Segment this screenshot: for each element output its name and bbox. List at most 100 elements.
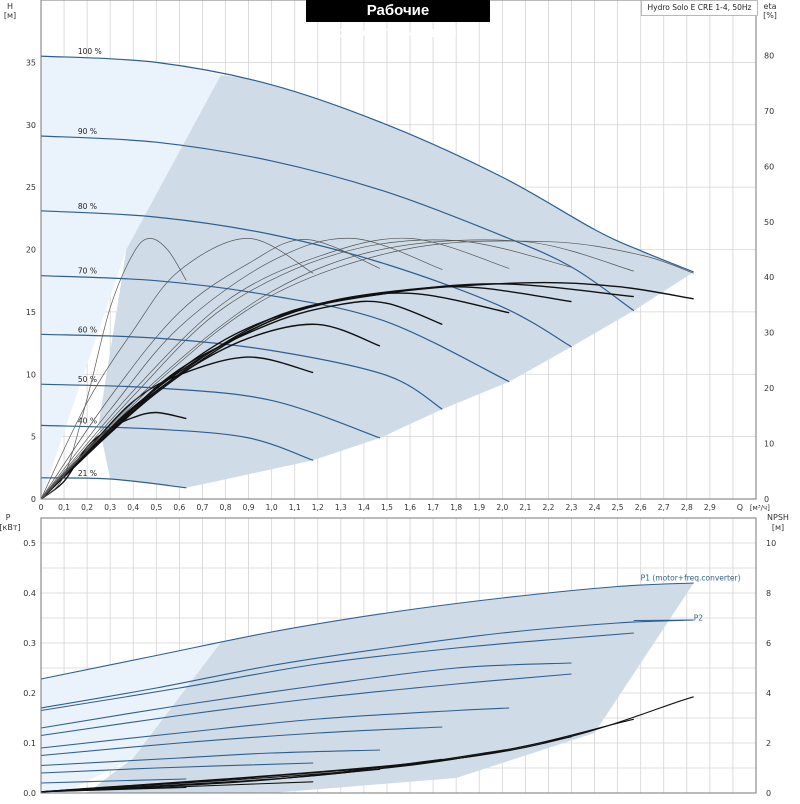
y2-tick-label: 20 [764,384,774,393]
npsh-curves [40,696,694,793]
y2-tick-label: 60 [764,162,774,171]
speed-label: 60 % [78,325,97,334]
x-tick-label: 2,7 [658,503,670,512]
y-tick-label: 35 [26,58,36,67]
chart-title: Рабочие характеристики [306,0,490,41]
y2-tick-label: 30 [764,329,774,338]
speed-label: 50 % [78,375,97,384]
x-tick-label: 0 [39,503,44,512]
y-tick-label: 0.5 [23,539,36,548]
power-curve [40,749,381,767]
x-axis-unit: [м³/ч] [750,504,770,512]
efficiency-curve [40,238,314,500]
p1-label: P1 (motor+freq.converter) [641,574,741,583]
y-tick-label: 0.0 [23,789,36,798]
x-tick-label: 0,9 [243,503,255,512]
efficiency-curve [40,240,694,500]
power-curve [40,726,443,757]
x-axis-label: Q [737,503,743,512]
x-tick-label: 0,5 [150,503,162,512]
speed-label: 100 % [78,47,102,56]
pump-model-label: Hydro Solo E CRE 1-4, 50Hz [641,0,758,16]
speed-label: 21 % [78,469,97,478]
x-tick-label: 2,8 [681,503,693,512]
head-curve [40,55,694,273]
x-tick-label: 1,4 [358,503,370,512]
y2-axis-unit: [%] [763,11,777,20]
head-curve [40,210,572,348]
x-tick-label: 0,7 [196,503,208,512]
efficiency-curve [40,281,694,500]
x-tick-label: 2,6 [635,503,647,512]
y-tick-label: 20 [26,246,36,255]
power-curve [40,619,694,709]
y2-tick-label: 10 [764,440,774,449]
efficiency-curve [40,238,187,500]
power-curve [40,632,634,712]
operating-area [98,74,694,488]
x-tick-label: 0,3 [104,503,116,512]
speed-label: 40 % [78,416,97,425]
x-tick-label: 2,0 [496,503,508,512]
head-curves [40,55,694,489]
efficiency-curves [40,237,694,500]
y2-axis-unit: [м] [772,523,784,532]
speed-label: 70 % [78,267,97,276]
y2-tick-label: 50 [764,218,774,227]
power-curve [40,673,572,737]
power-curve [40,778,187,784]
operating-area-light [41,56,221,499]
p2-label: P2 [694,614,704,623]
y2-tick-label: 0 [764,495,769,504]
speed-label: 90 % [78,127,97,136]
y2-axis-label: NPSH [767,513,789,522]
y2-tick-label: 40 [764,273,774,282]
y-tick-label: 5 [31,433,36,442]
x-tick-label: 0,8 [220,503,232,512]
y-tick-label: 0.3 [23,639,36,648]
y2-tick-label: 8 [766,589,771,598]
y-tick-label: 15 [26,308,36,317]
head-curve [40,135,635,312]
head-curve [40,424,314,461]
efficiency-curve [40,239,572,500]
x-tick-label: 1,6 [404,503,416,512]
power-curve [40,582,694,680]
efficiency-curve [40,283,634,500]
power-curve [40,707,510,749]
y-tick-label: 0.1 [23,739,36,748]
y-tick-label: 25 [26,183,36,192]
power-frame [40,517,757,794]
y-axis-label: P [6,513,11,522]
x-tick-label: 1,9 [473,503,485,512]
y2-tick-label: 4 [766,689,771,698]
power-curves [40,582,694,784]
y-tick-label: 10 [26,370,36,379]
x-tick-label: 1,1 [289,503,301,512]
y2-axis-label: eta [764,2,777,11]
y-tick-label: 0 [31,495,36,504]
y2-tick-label: 0 [766,789,771,798]
head-curve [40,333,443,410]
x-tick-label: 2,4 [589,503,601,512]
x-tick-label: 1,5 [381,503,393,512]
x-tick-label: 1,8 [450,503,462,512]
y2-tick-label: 6 [766,639,771,648]
efficiency-curve [40,237,443,500]
efficiency-curve [40,237,510,500]
x-tick-label: 2,5 [612,503,624,512]
x-tick-label: 1,7 [427,503,439,512]
y2-tick-label: 10 [766,539,776,548]
y-axis-unit: [м] [4,11,16,20]
x-tick-label: 1,2 [312,503,324,512]
x-tick-label: 2,3 [566,503,578,512]
x-tick-label: 2,2 [542,503,554,512]
y2-tick-label: 2 [766,739,771,748]
head-curve [40,383,381,439]
x-tick-label: 0,1 [58,503,70,512]
head-frame [40,0,757,500]
x-tick-label: 0,6 [173,503,185,512]
y2-tick-label: 80 [764,51,774,60]
y-tick-label: 0.4 [23,589,36,598]
